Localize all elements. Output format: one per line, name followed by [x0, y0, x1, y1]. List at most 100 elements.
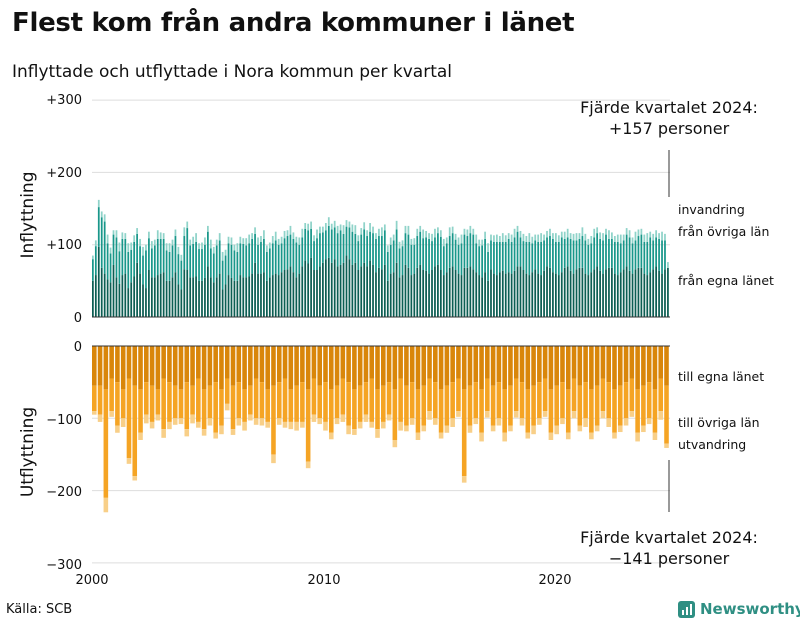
bar-in-2: [292, 232, 295, 239]
bar-in-2: [549, 228, 551, 237]
bar-in-1: [192, 243, 195, 278]
bar-in-2: [242, 238, 245, 244]
bar-out-2: [456, 411, 461, 417]
bar-in-1: [422, 238, 425, 270]
bar-in-0: [336, 266, 339, 317]
bar-in-0: [381, 269, 383, 317]
bar-out-0: [664, 346, 669, 386]
bar-in-1: [289, 234, 292, 267]
bar-in-2: [646, 233, 649, 242]
bar-in-1: [304, 228, 307, 261]
bar-in-1: [410, 244, 413, 276]
bar-out-2: [658, 411, 664, 420]
bar-in-1: [316, 238, 318, 270]
bar-in-1: [333, 227, 336, 260]
bar-in-0: [439, 270, 442, 317]
bar-out-0: [352, 346, 357, 390]
bar-out-2: [294, 421, 299, 431]
bar-in-2: [616, 234, 619, 242]
gridlines: [92, 99, 670, 564]
bar-out-0: [92, 346, 97, 386]
bar-out-0: [646, 346, 652, 383]
bar-in-2: [265, 245, 268, 252]
bar-in-2: [622, 234, 625, 241]
bar-out-0: [334, 346, 340, 386]
bar-out-2: [612, 432, 617, 439]
bar-in-2: [516, 225, 519, 232]
bar-in-2: [148, 231, 150, 239]
bar-in-2: [546, 230, 548, 238]
bar-out-0: [467, 346, 473, 386]
bar-out-1: [473, 382, 479, 419]
bar-in-1: [127, 251, 130, 289]
bar-in-0: [330, 262, 333, 317]
bar-in-0: [522, 270, 525, 317]
bar-out-1: [479, 389, 484, 433]
bar-in-1: [351, 231, 354, 265]
bar-out-0: [230, 346, 236, 386]
bar-out-0: [404, 346, 409, 386]
bar-out-0: [323, 346, 328, 383]
bar-in-2: [419, 225, 422, 232]
bar-in-0: [419, 264, 422, 317]
bar-in-0: [103, 273, 106, 317]
bar-in-0: [416, 267, 419, 317]
bar-out-1: [242, 389, 247, 422]
bar-in-0: [292, 272, 295, 317]
bar-in-1: [507, 238, 510, 273]
bar-out-1: [103, 389, 109, 498]
bar-in-2: [357, 235, 360, 242]
bar-in-2: [363, 222, 366, 230]
bar-in-2: [106, 234, 109, 244]
bar-out-1: [652, 389, 658, 433]
bar-in-0: [590, 272, 593, 317]
brand-logo[interactable]: Newsworthy: [678, 600, 800, 618]
bar-in-1: [242, 243, 245, 278]
bar-in-0: [271, 275, 274, 317]
bar-in-2: [560, 231, 563, 238]
bar-in-2: [593, 228, 596, 238]
bar-in-1: [560, 237, 563, 273]
legend-lower: utvandring: [678, 437, 746, 452]
bar-out-0: [305, 346, 311, 390]
bar-in-0: [478, 275, 481, 317]
bar-out-0: [502, 346, 507, 390]
bar-in-2: [307, 223, 310, 231]
bar-out-2: [415, 432, 421, 440]
bar-in-2: [271, 236, 274, 244]
bar-in-0: [233, 280, 236, 317]
inflow-bars: [92, 199, 669, 318]
bar-out-2: [531, 425, 536, 435]
bar-in-2: [507, 233, 510, 239]
bar-in-0: [469, 266, 472, 317]
bar-in-1: [655, 237, 658, 267]
bar-in-1: [637, 236, 640, 268]
bar-out-1: [386, 382, 392, 415]
bar-in-1: [142, 255, 144, 285]
bar-out-2: [479, 432, 484, 442]
bar-in-0: [286, 269, 289, 317]
bar-in-1: [313, 241, 315, 271]
bar-in-2: [460, 234, 463, 244]
bar-out-2: [606, 418, 611, 427]
bar-in-1: [283, 238, 286, 270]
bar-in-0: [554, 273, 557, 317]
bar-in-0: [466, 267, 469, 317]
bar-in-2: [189, 239, 192, 246]
bar-in-1: [209, 248, 212, 278]
bar-in-1: [357, 241, 360, 271]
bar-in-1: [257, 244, 259, 274]
bar-in-1: [587, 244, 590, 276]
bar-in-2: [431, 233, 433, 242]
bar-in-1: [174, 236, 177, 273]
bar-in-1: [254, 233, 256, 263]
bar-in-2: [316, 229, 318, 239]
bar-out-1: [404, 385, 409, 426]
bar-in-2: [410, 238, 413, 245]
bar-out-2: [167, 421, 172, 430]
bar-out-2: [467, 425, 473, 433]
bar-in-1: [221, 260, 224, 290]
bar-in-2: [345, 220, 348, 227]
bar-in-2: [230, 237, 233, 245]
annotation-lower: Fjärde kvartalet 2024:: [580, 528, 758, 547]
